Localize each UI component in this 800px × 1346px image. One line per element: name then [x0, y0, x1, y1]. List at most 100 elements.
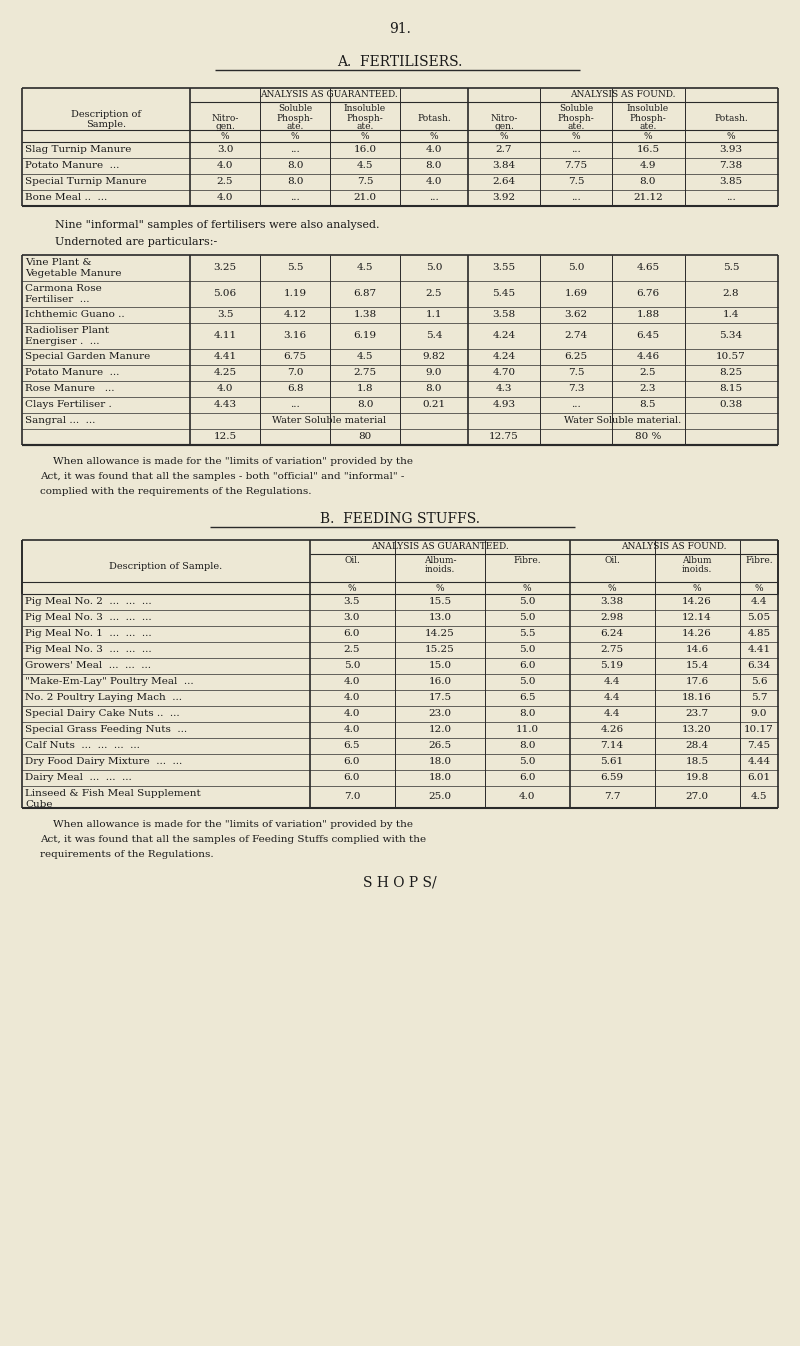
Text: %: %: [726, 132, 735, 141]
Text: 4.0: 4.0: [217, 384, 234, 393]
Text: 7.0: 7.0: [344, 791, 360, 801]
Text: Phosph-: Phosph-: [630, 114, 666, 122]
Text: ANALYSIS AS FOUND.: ANALYSIS AS FOUND.: [622, 542, 726, 551]
Text: 15.0: 15.0: [429, 661, 451, 670]
Text: 7.5: 7.5: [357, 178, 374, 186]
Text: 8.0: 8.0: [357, 400, 374, 409]
Text: Potash.: Potash.: [714, 114, 748, 122]
Text: 4.0: 4.0: [344, 709, 360, 717]
Text: 4.24: 4.24: [493, 331, 515, 341]
Text: Rose Manure   ...: Rose Manure ...: [25, 384, 114, 393]
Text: 4.46: 4.46: [637, 353, 659, 361]
Text: 4.41: 4.41: [747, 645, 770, 654]
Text: %: %: [348, 584, 356, 594]
Text: Phosph-: Phosph-: [277, 114, 314, 122]
Text: 4.5: 4.5: [357, 262, 374, 272]
Text: inoids.: inoids.: [682, 565, 712, 573]
Text: 14.26: 14.26: [682, 598, 712, 606]
Text: 16.0: 16.0: [354, 145, 377, 153]
Text: %: %: [522, 584, 531, 594]
Text: 19.8: 19.8: [686, 773, 709, 782]
Text: 80: 80: [358, 432, 372, 441]
Text: %: %: [436, 584, 444, 594]
Text: 2.5: 2.5: [344, 645, 360, 654]
Text: inoids.: inoids.: [425, 565, 455, 573]
Text: 5.0: 5.0: [518, 612, 535, 622]
Text: 25.0: 25.0: [429, 791, 451, 801]
Text: 7.5: 7.5: [568, 367, 584, 377]
Text: Radioliser Plant: Radioliser Plant: [25, 326, 109, 335]
Text: 10.17: 10.17: [744, 725, 774, 734]
Text: 5.06: 5.06: [214, 289, 237, 297]
Text: 2.74: 2.74: [565, 331, 587, 341]
Text: 9.0: 9.0: [750, 709, 767, 717]
Text: 1.19: 1.19: [283, 289, 306, 297]
Text: 3.84: 3.84: [493, 162, 515, 170]
Text: Dry Food Dairy Mixture  ...  ...: Dry Food Dairy Mixture ... ...: [25, 756, 182, 766]
Text: 4.0: 4.0: [344, 677, 360, 686]
Text: %: %: [754, 584, 763, 594]
Text: 4.26: 4.26: [601, 725, 623, 734]
Text: Growers' Meal  ...  ...  ...: Growers' Meal ... ... ...: [25, 661, 151, 670]
Text: 12.14: 12.14: [682, 612, 712, 622]
Text: ...: ...: [290, 192, 300, 202]
Text: ate.: ate.: [639, 122, 657, 131]
Text: requirements of the Regulations.: requirements of the Regulations.: [40, 851, 214, 859]
Text: 15.4: 15.4: [686, 661, 709, 670]
Text: 15.5: 15.5: [429, 598, 451, 606]
Text: 5.6: 5.6: [750, 677, 767, 686]
Text: Pig Meal No. 3  ...  ...  ...: Pig Meal No. 3 ... ... ...: [25, 612, 152, 622]
Text: 4.5: 4.5: [357, 353, 374, 361]
Text: 2.75: 2.75: [354, 367, 377, 377]
Text: Pig Meal No. 1  ...  ...  ...: Pig Meal No. 1 ... ... ...: [25, 629, 152, 638]
Text: 12.0: 12.0: [429, 725, 451, 734]
Text: 4.5: 4.5: [357, 162, 374, 170]
Text: 6.0: 6.0: [344, 629, 360, 638]
Text: ate.: ate.: [356, 122, 374, 131]
Text: 5.0: 5.0: [518, 756, 535, 766]
Text: Description of: Description of: [71, 110, 141, 118]
Text: 2.5: 2.5: [640, 367, 656, 377]
Text: 4.3: 4.3: [496, 384, 512, 393]
Text: 8.0: 8.0: [640, 178, 656, 186]
Text: 6.87: 6.87: [354, 289, 377, 297]
Text: 3.0: 3.0: [217, 145, 234, 153]
Text: ...: ...: [571, 400, 581, 409]
Text: Water Soluble material: Water Soluble material: [272, 416, 386, 425]
Text: Special Dairy Cake Nuts ..  ...: Special Dairy Cake Nuts .. ...: [25, 709, 180, 717]
Text: 4.44: 4.44: [747, 756, 770, 766]
Text: 5.61: 5.61: [601, 756, 623, 766]
Text: 15.25: 15.25: [425, 645, 455, 654]
Text: Vegetable Manure: Vegetable Manure: [25, 269, 122, 279]
Text: 18.16: 18.16: [682, 693, 712, 703]
Text: 18.0: 18.0: [429, 756, 451, 766]
Text: 8.0: 8.0: [518, 742, 535, 750]
Text: 16.5: 16.5: [637, 145, 659, 153]
Text: complied with the requirements of the Regulations.: complied with the requirements of the Re…: [40, 487, 311, 495]
Text: 23.0: 23.0: [429, 709, 451, 717]
Text: 4.24: 4.24: [493, 353, 515, 361]
Text: 17.6: 17.6: [686, 677, 709, 686]
Text: 2.75: 2.75: [601, 645, 623, 654]
Text: S H O P S/: S H O P S/: [363, 875, 437, 888]
Text: 8.0: 8.0: [426, 162, 442, 170]
Text: 6.0: 6.0: [344, 756, 360, 766]
Text: 4.12: 4.12: [283, 310, 306, 319]
Text: 6.76: 6.76: [637, 289, 659, 297]
Text: 0.38: 0.38: [719, 400, 742, 409]
Text: 2.5: 2.5: [217, 178, 234, 186]
Text: Fibre.: Fibre.: [745, 556, 773, 565]
Text: 7.3: 7.3: [568, 384, 584, 393]
Text: 8.0: 8.0: [286, 178, 303, 186]
Text: 8.25: 8.25: [719, 367, 742, 377]
Text: 6.45: 6.45: [637, 331, 659, 341]
Text: 26.5: 26.5: [429, 742, 451, 750]
Text: 6.8: 6.8: [286, 384, 303, 393]
Text: 0.21: 0.21: [422, 400, 446, 409]
Text: 6.75: 6.75: [283, 353, 306, 361]
Text: 1.8: 1.8: [357, 384, 374, 393]
Text: 4.70: 4.70: [493, 367, 515, 377]
Text: 7.14: 7.14: [601, 742, 623, 750]
Text: 21.12: 21.12: [633, 192, 663, 202]
Text: Pig Meal No. 3  ...  ...  ...: Pig Meal No. 3 ... ... ...: [25, 645, 152, 654]
